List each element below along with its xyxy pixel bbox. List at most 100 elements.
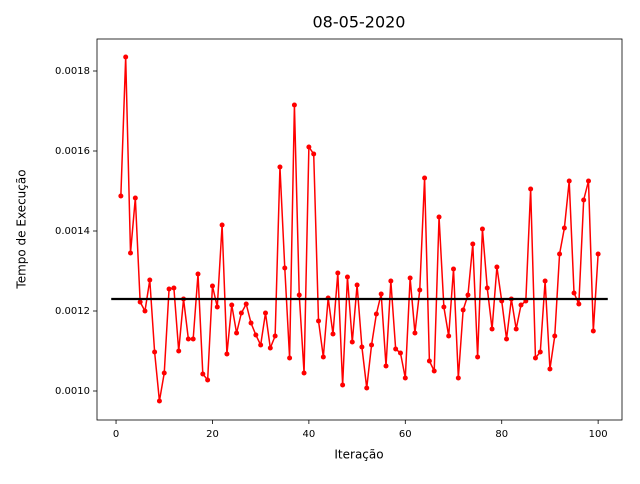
data-point [132,195,138,201]
y-tick-label: 0.0012 [55,306,90,317]
data-point [364,385,370,391]
data-point [547,366,553,372]
data-point [287,355,293,361]
y-tick-label: 0.0014 [55,226,90,237]
data-point [156,398,162,404]
data-point [504,336,510,342]
data-point [585,178,591,184]
data-point [431,368,437,374]
data-point [412,330,418,336]
data-point [557,251,563,257]
y-axis-label: Tempo de Execução [15,169,29,289]
data-point [441,304,447,310]
data-point [528,186,534,192]
data-point [475,354,481,360]
data-point [383,363,389,369]
data-point [243,301,249,307]
data-point [513,326,519,332]
data-point [518,302,524,308]
data-point [185,336,191,342]
data-point [542,278,548,284]
data-point [320,354,326,360]
data-point [171,285,177,291]
data-point [417,287,423,293]
data-point [190,336,196,342]
data-point [354,282,360,288]
data-point [369,342,375,348]
data-point [571,290,577,296]
data-point [118,193,124,199]
data-point [460,307,466,313]
x-tick-label: 100 [589,429,608,440]
data-point [566,178,572,184]
data-point [537,349,543,355]
data-point [344,274,350,280]
data-point [484,285,490,291]
data-point [152,349,158,355]
data-point [147,277,153,283]
data-point [388,278,394,284]
data-point [282,265,288,271]
plot-area [111,54,608,404]
data-point [373,311,379,317]
data-point [455,375,461,381]
data-point [446,333,452,339]
data-point [205,377,211,383]
data-point [330,331,336,337]
data-point [470,241,476,247]
data-point [229,302,235,308]
data-point [176,348,182,354]
data-point [581,197,587,203]
data-point [219,222,225,228]
data-point [258,342,264,348]
x-tick-label: 20 [206,429,219,440]
data-point [576,301,582,307]
data-point [248,320,254,326]
data-point [253,332,259,338]
data-point [402,375,408,381]
data-point [291,102,297,108]
data-point [359,344,365,350]
y-tick-label: 0.0016 [55,146,90,157]
data-point [238,310,244,316]
data-point [479,226,485,232]
data-point [296,292,302,298]
data-point [195,271,201,277]
data-point [316,318,322,324]
data-point [393,346,399,352]
data-point [123,54,129,60]
data-point [378,291,384,297]
data-point [267,345,273,351]
data-point [224,351,230,357]
x-tick-label: 60 [399,429,412,440]
data-point [262,310,268,316]
data-point [407,275,413,281]
data-point [234,330,240,336]
data-point [561,225,567,231]
data-point [137,299,143,305]
data-point [451,266,457,272]
data-point [128,250,134,256]
data-point [311,151,317,157]
y-tick-label: 0.0018 [55,66,90,77]
x-tick-label: 40 [303,429,316,440]
data-point [552,333,558,339]
data-point [595,251,601,257]
data-point [214,304,220,310]
data-point [590,328,596,334]
data-point [142,308,148,314]
data-point [489,326,495,332]
x-tick-label: 0 [113,429,119,440]
data-point [161,370,167,376]
data-point [397,350,403,356]
data-point [209,283,215,289]
data-point [349,339,355,345]
data-point [436,214,442,220]
chart-title: 08-05-2020 [313,13,406,32]
axes-frame [96,38,623,421]
data-point [335,270,341,276]
data-point [272,333,278,339]
data-point [340,382,346,388]
